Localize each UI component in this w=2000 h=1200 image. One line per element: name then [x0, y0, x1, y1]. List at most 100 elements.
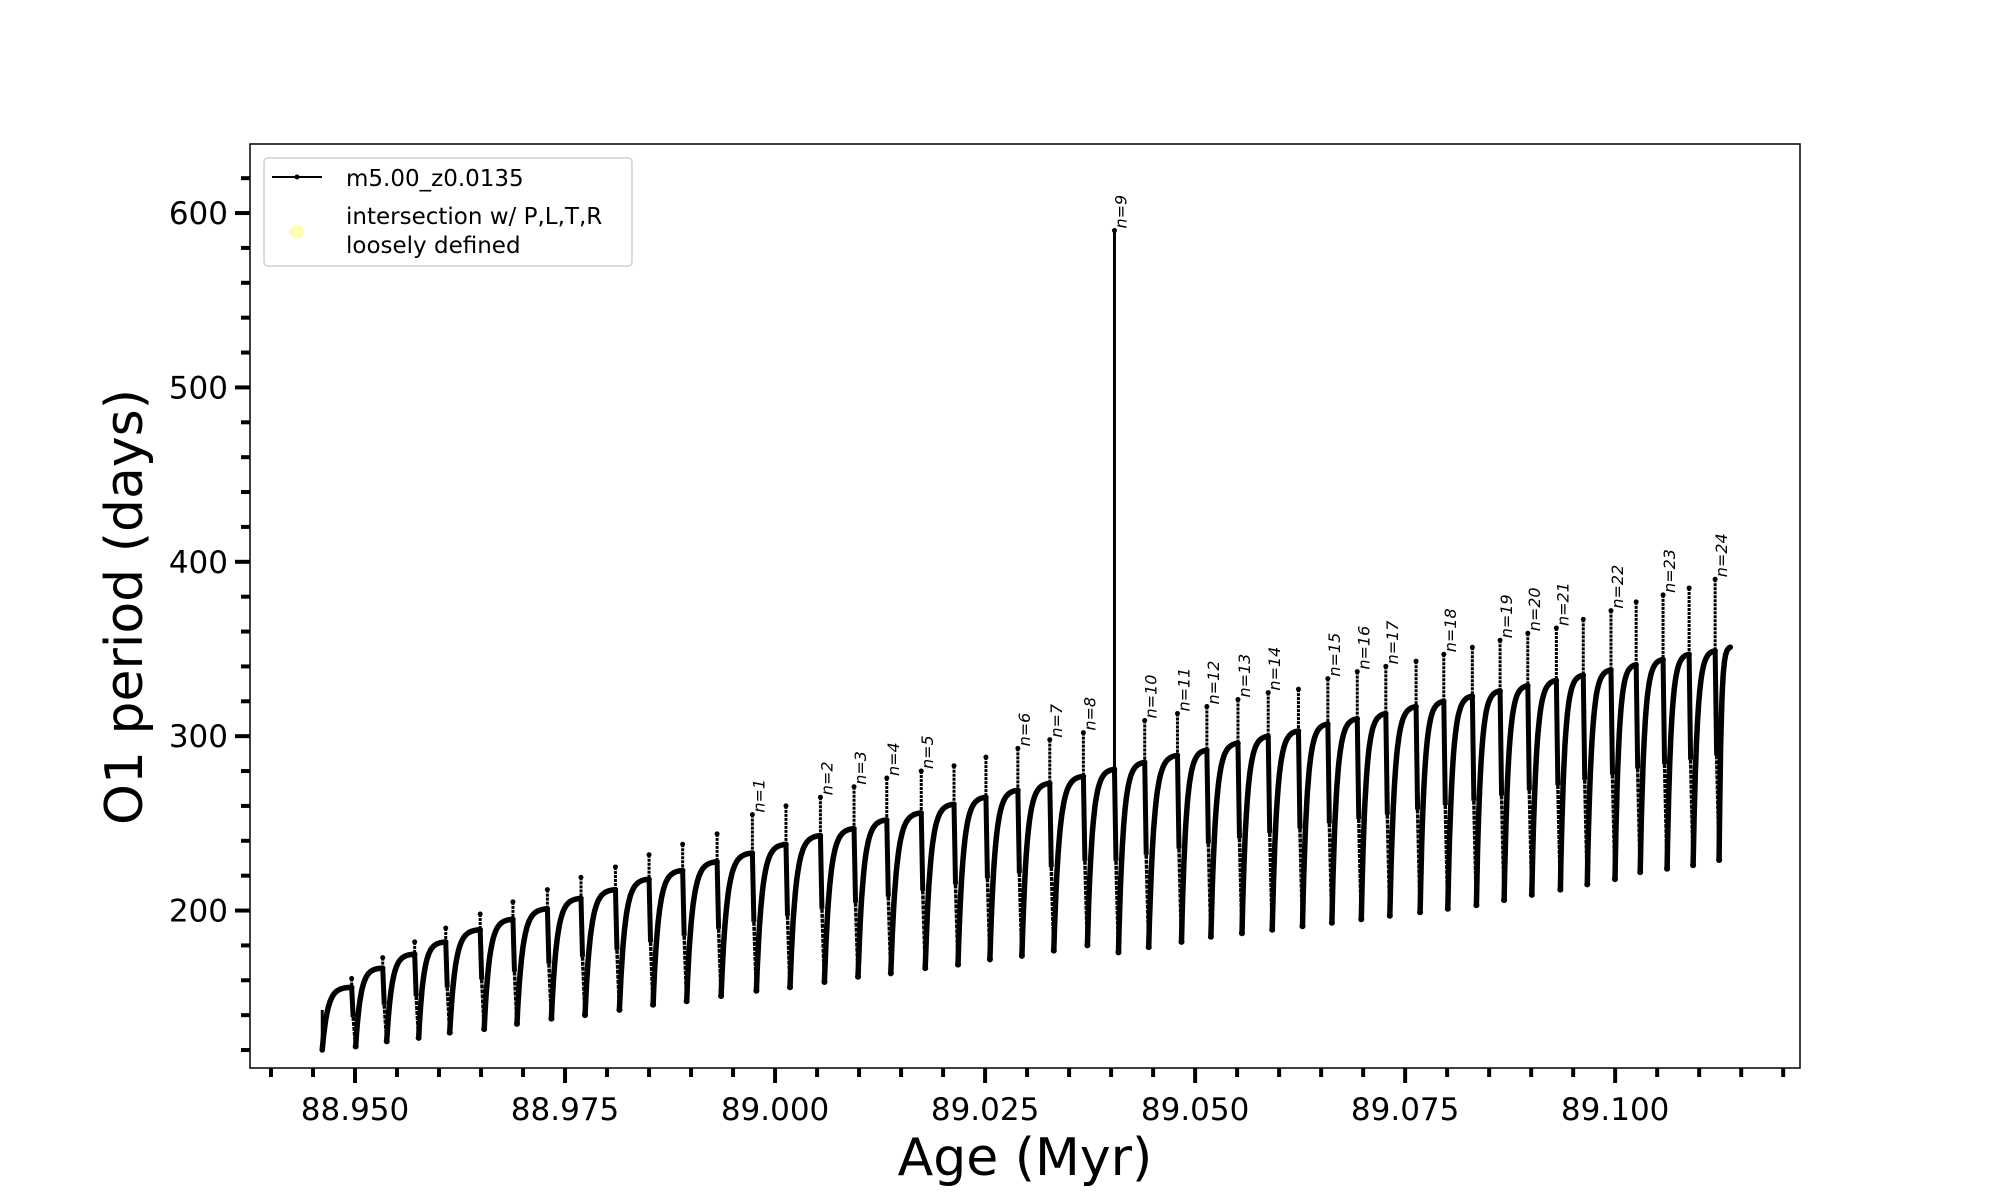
series-cycle-curve	[855, 817, 890, 980]
drop-line-upper	[983, 797, 990, 879]
spike-tip-point	[714, 831, 720, 837]
series-cycle-curve	[1716, 644, 1734, 863]
series-cycle-curve	[383, 951, 418, 1045]
spike-tip-point	[1712, 576, 1718, 582]
cycle-label: n=23	[1660, 549, 1679, 593]
y-tick-label: 500	[169, 370, 228, 406]
series-cycle-curve	[352, 965, 386, 1050]
spike-tip-point	[817, 794, 823, 800]
drop-line-upper	[1686, 654, 1694, 760]
cycle-label: n=13	[1235, 654, 1254, 698]
spike-tip-point	[1633, 599, 1639, 605]
spike-tip-point	[1047, 737, 1053, 743]
series-cycle-curve	[1445, 693, 1476, 912]
spike-tip-point	[1525, 630, 1531, 636]
drop-line-upper	[1525, 685, 1532, 791]
spike-tip-point	[1111, 227, 1117, 233]
series-cycle-curve	[1329, 715, 1361, 926]
drop-line-upper	[1660, 659, 1668, 765]
cycle-label: n=1	[749, 779, 768, 813]
plot-marks: n=1 n=2 n=3 n=4 n=5 n=6 n=7 n=8 n=9 n=10 n=11 n=12 n…	[319, 195, 1734, 1053]
x-tick-label: 89.000	[721, 1092, 829, 1128]
spike-tip-point	[1204, 704, 1210, 710]
spike-tip-point	[380, 955, 386, 961]
drop-line-upper	[1295, 730, 1303, 829]
drop-line-upper	[544, 908, 552, 964]
series-cycle-curve	[683, 858, 720, 1004]
drop-line-upper	[1413, 706, 1421, 810]
spike-tip-point	[477, 911, 483, 917]
legend-label-series: m5.00_z0.0135	[346, 166, 524, 192]
drop-line-upper	[1608, 669, 1615, 775]
series-cycle-curve	[922, 801, 957, 971]
series-cycle-curve	[1299, 721, 1331, 929]
drop-line-upper	[1235, 743, 1242, 839]
spike-tip-point	[1265, 690, 1271, 696]
spike-tip-point	[1580, 616, 1586, 622]
x-axis: 88.950 88.975 89.000 89.025 89.050 89.075 89.1…	[269, 1068, 1786, 1128]
drop-line-upper	[477, 929, 485, 980]
cycle-label: n=24	[1712, 533, 1731, 577]
legend-intersection-marker	[290, 225, 304, 239]
series-cycle-curve	[888, 810, 924, 977]
legend: m5.00_z0.0135 intersection w/ P,L,T,R lo…	[263, 157, 633, 267]
spike-tip-point	[1441, 651, 1447, 657]
series-cycle-curve	[753, 841, 789, 994]
spike-tip-point	[1015, 745, 1021, 751]
series-cycle-curve	[415, 939, 449, 1041]
drop-line-upper	[1174, 755, 1182, 849]
y-tick-label: 400	[169, 545, 228, 581]
cycle-label: n=19	[1497, 594, 1516, 638]
spike-tip-point	[1686, 585, 1692, 591]
series-cycle-curve	[1178, 747, 1210, 945]
x-tick-label: 89.050	[1141, 1092, 1249, 1128]
spike-tip-point	[851, 784, 857, 790]
spike-tip-point	[951, 763, 957, 769]
drop-line-upper	[851, 828, 859, 903]
drop-line-upper	[714, 861, 722, 929]
cycle-label: n=14	[1265, 647, 1284, 691]
spike-tip-point	[1325, 676, 1331, 682]
series-cycle-curve	[1208, 740, 1241, 940]
cycle-label: n=4	[884, 742, 903, 776]
x-tick-label: 88.975	[511, 1092, 619, 1128]
spike-tip-point	[349, 976, 355, 982]
y-tick-label: 300	[169, 719, 228, 755]
series-cycle-curve	[1019, 780, 1053, 959]
drop-line-upper	[783, 844, 790, 916]
cycle-label: n=11	[1174, 668, 1193, 712]
series-cycle-curve	[1145, 752, 1181, 950]
series-cycle-curve	[1637, 656, 1666, 875]
spike-tip-point	[1080, 730, 1086, 736]
series-cycle-curve	[955, 794, 989, 968]
series-cycle-curve	[1664, 651, 1692, 872]
series-cycle-curve	[1612, 661, 1639, 882]
series-cycle-curve	[718, 850, 756, 999]
spike-tip-point	[1354, 669, 1360, 675]
cycle-label: n=12	[1204, 661, 1223, 705]
drop-line-upper	[1469, 696, 1477, 801]
series-cycle-curve	[1690, 647, 1718, 868]
series-cycle-curve	[650, 867, 686, 1008]
spike-tip-point	[1469, 644, 1475, 650]
drop-line-upper	[1111, 769, 1119, 861]
series-cycle-curve	[1501, 682, 1531, 903]
drop-line-upper	[918, 812, 926, 891]
drop-line-upper	[1080, 776, 1088, 861]
drop-line-upper	[510, 919, 517, 972]
drop-line-upper	[1580, 675, 1588, 780]
spike-tip-point	[1413, 658, 1419, 664]
drop-line-upper	[578, 898, 586, 957]
series-cycle-curve	[616, 876, 652, 1013]
legend-dot-marker	[294, 174, 300, 180]
spike-tip-point	[1497, 637, 1503, 643]
cycle-label: n=9	[1111, 195, 1130, 229]
spike-tip-point	[680, 841, 686, 847]
cycle-label: n=10	[1142, 675, 1161, 719]
drop-line-upper	[1015, 790, 1022, 874]
spike-tip-point	[1174, 711, 1180, 717]
cycle-label: n=15	[1325, 633, 1344, 677]
x-tick-label: 89.025	[931, 1092, 1039, 1128]
drop-line-upper	[884, 819, 891, 897]
spike-tip-point	[544, 887, 550, 893]
